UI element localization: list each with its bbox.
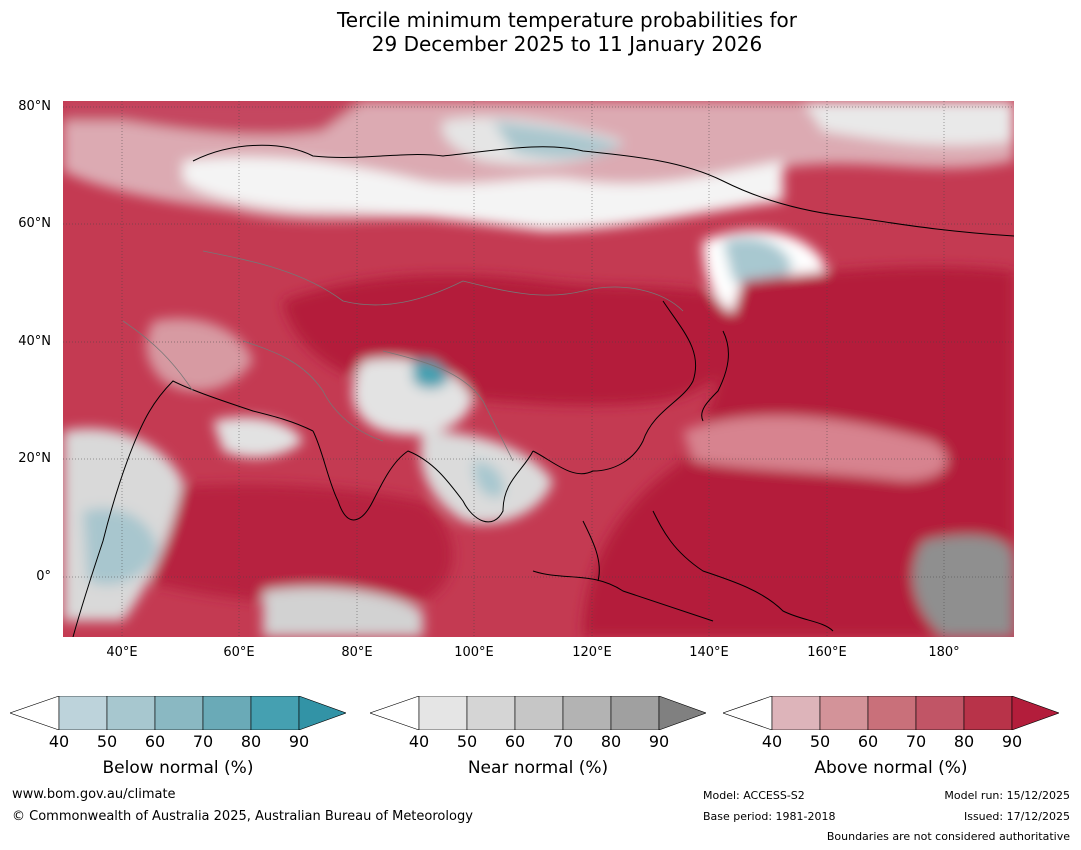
lat-label-0: 0°: [36, 569, 51, 584]
lat-label-80n: 80°N: [18, 99, 51, 114]
colorbar-near-tick: 80: [600, 732, 622, 751]
colorbar-near-tick: 70: [552, 732, 574, 751]
colorbar-below-segment: [10, 696, 60, 730]
colorbar-near-segment: [466, 696, 516, 730]
colorbar-above-segment: [723, 696, 773, 730]
map-title: Tercile minimum temperature probabilitie…: [0, 8, 1081, 56]
lon-label-120e: 120°E: [572, 645, 612, 660]
lon-label-140e: 140°E: [689, 645, 729, 660]
website-link[interactable]: www.bom.gov.au/climate: [12, 787, 176, 802]
colorbar-below-tick: 80: [240, 732, 262, 751]
probability-shading: [63, 101, 1014, 637]
lat-label-20n: 20°N: [18, 451, 51, 466]
colorbar-near-title: Near normal (%): [467, 758, 609, 778]
lon-label-40e: 40°E: [106, 645, 138, 660]
map-title-line2: 29 December 2025 to 11 January 2026: [371, 32, 763, 56]
colorbar-above-segment: [915, 696, 965, 730]
colorbar-near-segment: [562, 696, 612, 730]
issued-date: Issued: 17/12/2025: [963, 810, 1070, 823]
colorbar-below-tick: 40: [48, 732, 70, 751]
colorbar-above-tick: 80: [953, 732, 975, 751]
model-name: Model: ACCESS-S2: [703, 789, 805, 802]
colorbar-near-segment: [514, 696, 564, 730]
colorbar-below-tick: 90: [288, 732, 310, 751]
colorbar-above: [723, 696, 1059, 730]
colorbar-below-segment: [250, 696, 300, 730]
lat-label-40n: 40°N: [18, 334, 51, 349]
lon-label-60e: 60°E: [223, 645, 255, 660]
colorbar-above-segment: [819, 696, 869, 730]
colorbar-below-segment: [202, 696, 252, 730]
graticule: [63, 101, 1014, 637]
coastlines: [72, 144, 1014, 637]
colorbar-above-tick: 40: [761, 732, 783, 751]
colorbar-near-segment: [610, 696, 660, 730]
colorbar-near-segment: [418, 696, 468, 730]
colorbar-below-segment: [154, 696, 204, 730]
colorbar-near-tick: 60: [504, 732, 526, 751]
colorbar-below-segment: [106, 696, 156, 730]
colorbar-above-tick: 50: [809, 732, 831, 751]
colorbar-above-tick: 60: [857, 732, 879, 751]
map-title-line1: Tercile minimum temperature probabilitie…: [336, 8, 798, 32]
colorbar-below-tick: 70: [192, 732, 214, 751]
base-period: Base period: 1981-2018: [703, 810, 836, 823]
country-borders: [122, 250, 684, 462]
copyright-notice: © Commonwealth of Australia 2025, Austra…: [12, 809, 473, 824]
boundaries-disclaimer: Boundaries are not considered authoritat…: [826, 830, 1070, 843]
colorbar-near-segment: [370, 696, 420, 730]
colorbar-below-title: Below normal (%): [102, 758, 254, 778]
colorbar-below: [10, 696, 346, 730]
colorbar-above-tick: 90: [1001, 732, 1023, 751]
colorbar-above-segment: [867, 696, 917, 730]
colorbar-above-segment: [963, 696, 1013, 730]
lon-label-160e: 160°E: [807, 645, 847, 660]
colorbar-near-segment: [658, 696, 706, 730]
colorbar-below-tick: 60: [144, 732, 166, 751]
lon-label-100e: 100°E: [454, 645, 494, 660]
colorbar-above-title: Above normal (%): [814, 758, 968, 778]
map-canvas: [63, 101, 1014, 637]
colorbar-below-segment: [58, 696, 108, 730]
colorbar-near: [370, 696, 706, 730]
colorbar-near-tick: 90: [648, 732, 670, 751]
probability-map: [63, 101, 1014, 637]
colorbar-below-segment: [298, 696, 346, 730]
colorbar-above-segment: [1011, 696, 1059, 730]
lon-label-180: 180°: [928, 645, 960, 660]
colorbar-below-tick: 50: [96, 732, 118, 751]
colorbar-near-tick: 50: [456, 732, 478, 751]
colorbar-near-tick: 40: [408, 732, 430, 751]
colorbar-above-segment: [771, 696, 821, 730]
lon-label-80e: 80°E: [341, 645, 373, 660]
colorbar-above-tick: 70: [905, 732, 927, 751]
lat-label-60n: 60°N: [18, 216, 51, 231]
model-run-date: Model run: 15/12/2025: [944, 789, 1070, 802]
